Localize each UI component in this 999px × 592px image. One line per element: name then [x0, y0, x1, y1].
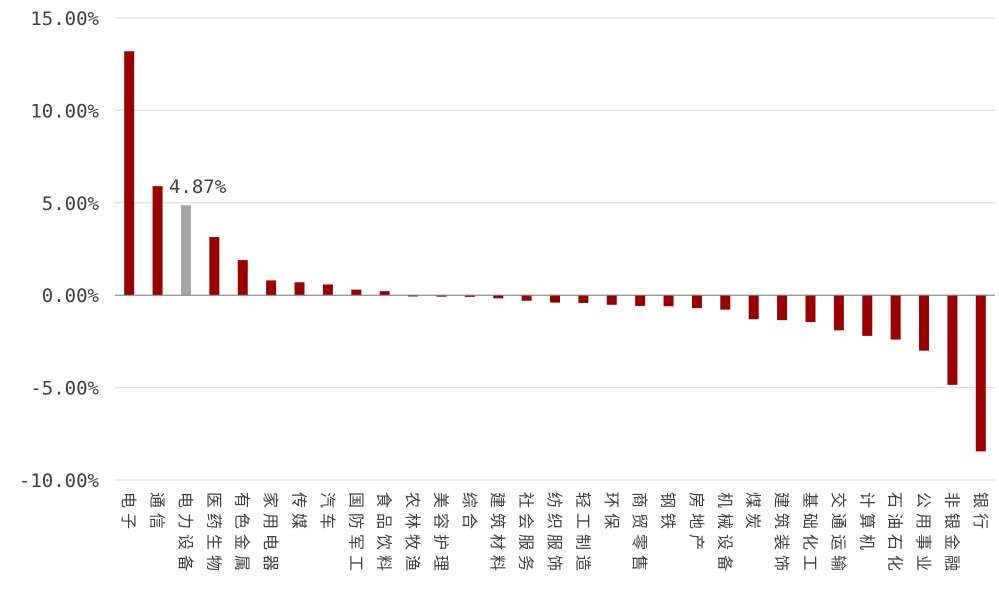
bars	[124, 51, 986, 452]
x-category-label: 交通运输	[829, 492, 848, 576]
bar	[720, 295, 731, 310]
bar	[351, 289, 362, 296]
bar	[521, 295, 532, 301]
x-category-label: 钢铁	[659, 492, 678, 534]
bar	[862, 295, 873, 336]
y-tick-label: 10.00%	[30, 100, 99, 122]
x-category-label: 环保	[602, 492, 621, 534]
y-axis-tick-labels: 15.00% 10.00% 5.00% 0.00% -5.00% -10.00%	[19, 8, 100, 492]
bar	[635, 295, 646, 306]
bar	[691, 295, 702, 309]
x-category-label: 食品饮料	[375, 492, 394, 576]
gridlines	[115, 17, 995, 481]
x-category-label: 传媒	[290, 492, 309, 534]
x-category-label: 基础化工	[800, 492, 819, 576]
bar	[550, 295, 560, 303]
y-tick-label: -5.00%	[30, 378, 99, 400]
bar	[777, 295, 788, 321]
bar	[748, 295, 759, 320]
x-category-label: 汽车	[318, 492, 337, 534]
bar	[408, 295, 419, 297]
x-category-label: 有色金属	[233, 492, 252, 576]
x-category-label: 煤炭	[744, 492, 763, 534]
y-tick-label: 0.00%	[42, 285, 100, 307]
x-category-label: 通信	[148, 492, 167, 534]
y-tick-label: 15.00%	[30, 8, 99, 30]
x-category-label: 建筑材料	[488, 492, 507, 576]
bar	[890, 295, 901, 340]
bar	[152, 186, 163, 296]
x-category-label: 商贸零售	[630, 492, 649, 576]
bar	[578, 295, 589, 303]
bar	[294, 282, 305, 296]
bar	[266, 280, 277, 296]
x-category-label: 非银金融	[942, 492, 961, 576]
bar	[833, 295, 844, 331]
x-category-label: 农林牧渔	[403, 492, 422, 576]
bar	[493, 295, 504, 299]
x-category-label: 国防军工	[346, 492, 365, 576]
x-category-label: 银行	[971, 492, 990, 534]
bar	[947, 295, 958, 385]
bar	[379, 291, 390, 296]
x-category-label: 纺织服饰	[545, 492, 564, 576]
x-category-label: 房地产	[687, 492, 706, 555]
bar	[805, 295, 816, 322]
x-category-label: 电子	[119, 492, 138, 534]
x-category-label: 建筑装饰	[772, 492, 791, 576]
x-category-label: 计算机	[857, 492, 876, 555]
x-category-label: 石油石化	[886, 492, 905, 576]
bar	[975, 295, 986, 452]
x-category-label: 社会服务	[517, 492, 536, 576]
x-category-label: 公用事业	[914, 492, 933, 576]
bar	[436, 295, 447, 297]
bar	[322, 284, 333, 296]
x-category-label: 轻工制造	[573, 492, 592, 576]
y-tick-label: 5.00%	[42, 193, 100, 215]
bar	[237, 260, 248, 296]
x-category-label: 家用电器	[261, 492, 280, 576]
data-label-highlight: 4.87%	[169, 176, 227, 198]
bar	[464, 295, 475, 297]
bar	[124, 51, 135, 296]
x-category-label: 机械设备	[715, 492, 734, 576]
x-category-label: 综合	[460, 492, 479, 534]
bar	[209, 236, 220, 296]
x-axis-category-labels: 电子 通信 电力设备 医药生物 有色金属 家用电器 传媒 汽车 国防军工 食品饮料 农林牧渔 美容护理…	[119, 492, 990, 576]
x-category-label: 美容护理	[431, 492, 450, 576]
bar	[919, 295, 930, 351]
bar	[606, 295, 617, 305]
bar	[663, 295, 674, 307]
y-tick-label: -10.00%	[19, 470, 100, 492]
bar	[180, 205, 191, 296]
x-category-label: 电力设备	[176, 492, 195, 576]
x-category-label: 医药生物	[204, 492, 223, 576]
